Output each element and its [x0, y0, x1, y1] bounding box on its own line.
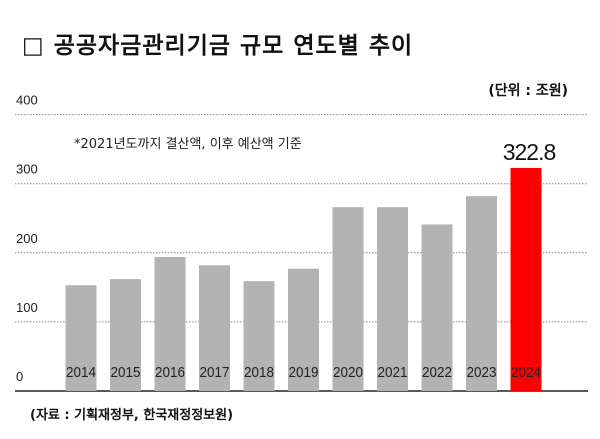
- unit-label: (단위 : 조원): [488, 83, 568, 99]
- x-tick-label: 2021: [378, 364, 408, 381]
- x-tick-label: 2016: [155, 364, 185, 381]
- y-tick-label: 300: [16, 162, 38, 177]
- bar-2016: [154, 256, 186, 391]
- x-tick-label: 2017: [200, 364, 230, 381]
- bar-2017: [199, 265, 230, 391]
- bar-2023: [466, 196, 497, 391]
- x-tick-label: 2023: [467, 364, 497, 381]
- bar-2014: [65, 285, 97, 391]
- y-tick-label: 100: [16, 300, 38, 315]
- x-tick-label: 2015: [111, 364, 141, 381]
- x-tick-label: 2022: [422, 364, 452, 381]
- bar-2020: [332, 207, 364, 391]
- data-label-2024: 322.8: [503, 139, 556, 165]
- y-tick-label: 400: [16, 93, 38, 108]
- bar-2018: [243, 281, 275, 391]
- bar-2021: [377, 207, 408, 391]
- bar-2022: [421, 224, 453, 391]
- y-tick-label: 0: [16, 369, 23, 384]
- x-tick-label: 2014: [66, 364, 96, 381]
- y-tick-label: 200: [16, 231, 38, 246]
- bar-2024: [510, 167, 542, 391]
- x-tick-label: 2019: [289, 364, 319, 381]
- bar-2019: [288, 268, 319, 391]
- source-label: (자료 : 기획재정부, 한국재정정보원): [30, 408, 234, 423]
- chart-title: □ 공공자금관리기금 규모 연도별 추이: [22, 33, 414, 59]
- chart-note: *2021년도까지 결산액, 이후 예산액 기준: [74, 137, 302, 152]
- x-tick-label: 2020: [333, 364, 363, 381]
- x-tick-label: 2024: [511, 364, 541, 381]
- x-tick-label: 2018: [244, 364, 274, 381]
- bar-2015: [110, 279, 141, 391]
